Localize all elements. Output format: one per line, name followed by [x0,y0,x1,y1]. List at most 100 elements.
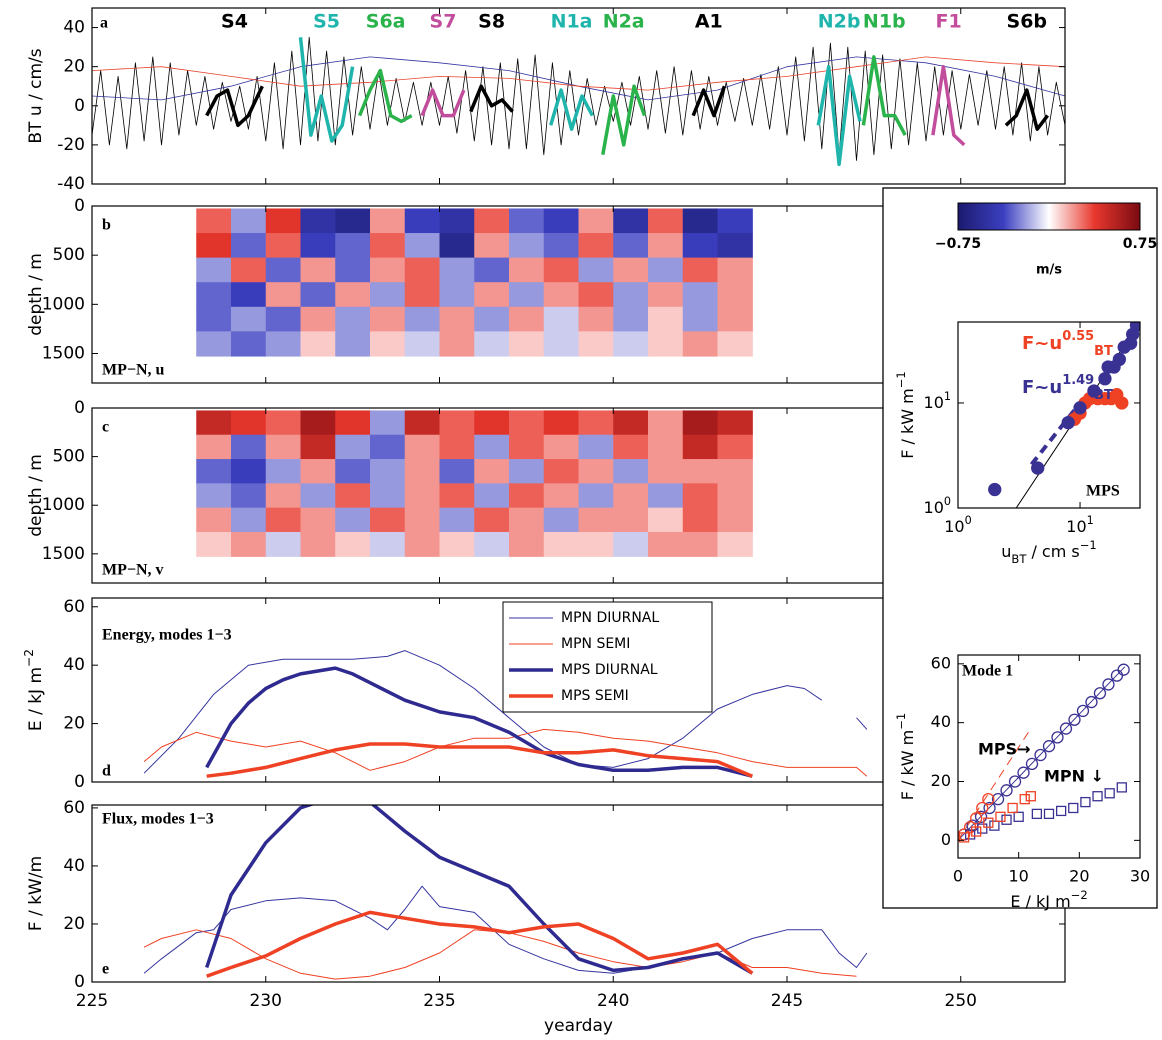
annotation: F~u1.49BT [1022,373,1113,403]
marker [1019,794,1030,805]
heat-cell [439,331,475,357]
heat-cell [648,257,684,283]
heat-cell [265,459,302,484]
heat-cell [578,331,614,357]
colorbar-label: m/s [1036,263,1062,278]
heat-cell [509,306,545,332]
marker [1102,678,1115,691]
heat-cell [196,257,232,283]
heat-cell [370,483,406,509]
annotation-part: 1.49 [1062,373,1094,388]
marker [974,810,988,823]
heat-cell [578,282,614,308]
heat-cell [439,233,475,259]
heat-cell [578,459,614,484]
heat-cell [300,507,336,533]
heat-cell [717,331,753,357]
marker [1013,811,1024,822]
heat-cell [265,507,302,533]
x-tick-label-exp: 1 [1087,514,1094,527]
x-tick-label: 0 [953,867,963,886]
heat-cell [648,410,684,436]
line [205,85,264,128]
heat-cell [300,410,336,436]
heat-cell [439,434,475,460]
heat-cell [439,208,475,234]
heat-cell [300,233,336,259]
y-axis-label: depth / m [26,454,46,537]
y-tick-label: 500 [53,447,85,467]
heat-cell [578,233,614,259]
heat-cell [404,208,441,234]
heat-cell [231,483,267,509]
heat-cell [648,208,684,234]
marker [1025,757,1039,771]
heat-cell [231,531,267,557]
heat-cell [648,233,684,259]
colorbar-tick-label: 0.75 [1123,236,1158,252]
heat-cell [370,257,406,283]
heat-cell [404,306,441,332]
heat-cell [370,306,406,332]
y-tick-label: 0 [74,196,85,216]
heat-cell [265,233,302,259]
annotation: MPS [1086,483,1120,500]
y-tick-label: 20 [63,914,85,934]
heat-cell [404,331,441,357]
heat-cell [578,208,614,234]
y-tick-label: 1000 [42,495,85,515]
y-tick-label: 1000 [42,294,85,314]
heat-cell [196,410,232,436]
heat-cell [300,208,336,234]
y-tick-label-base: 10 [924,392,944,411]
heat-cell [265,483,302,509]
colorbar-tick-label: −0.75 [935,236,981,252]
heat-cell [717,507,753,533]
heat-cell [439,282,475,308]
heat-cell [335,233,371,259]
y-tick-label: -20 [57,135,85,155]
legend-label: MPS SEMI [561,688,629,704]
heat-cell [578,306,614,332]
x-tick-label: 245 [771,991,803,1011]
heat-cell [370,410,406,436]
y-tick-label: -40 [57,174,85,194]
heat-cell [717,459,753,484]
heat-cell [196,282,232,308]
heat-cell [404,282,441,308]
heat-cell [648,434,684,460]
segment-label: N1a [551,11,593,33]
y-tick-label: 500 [53,245,85,265]
marker [1000,784,1013,797]
segment-label: F1 [935,11,961,33]
marker [989,820,1000,831]
y-axis-label: depth / m [26,253,46,336]
segment-label: S8 [478,11,505,33]
legend-box [502,601,713,713]
marker [1068,802,1079,814]
marker [1059,722,1073,735]
annotation: MP−N, v [102,562,164,579]
marker [1112,352,1127,367]
heat-cell [578,531,614,557]
heat-cell [509,233,545,259]
heat-cell [231,507,267,533]
y-axis-label: F / kW/m [26,856,46,931]
heat-cell [370,531,406,557]
heat-cell [474,306,510,332]
panel: -40 -20 0 20 40 BT u / cm/s a S4 S5 S6a S7 S8 N1a N2a… [26,7,1066,194]
heat-cell [231,434,267,460]
heat-cell [648,282,684,308]
marker [1092,791,1103,802]
line [816,64,862,167]
x-tick-label: 225 [76,991,108,1011]
heat-cell [717,306,753,332]
y-tick-label-base: 10 [924,498,944,517]
heat-cell [717,208,753,234]
marker [971,826,982,837]
heat-cell [682,233,719,259]
heat-cell [300,257,336,283]
segment-label: S6a [366,11,406,33]
x-tick-label: 30 [1130,867,1150,886]
y-tick-label: 100 [924,495,951,517]
